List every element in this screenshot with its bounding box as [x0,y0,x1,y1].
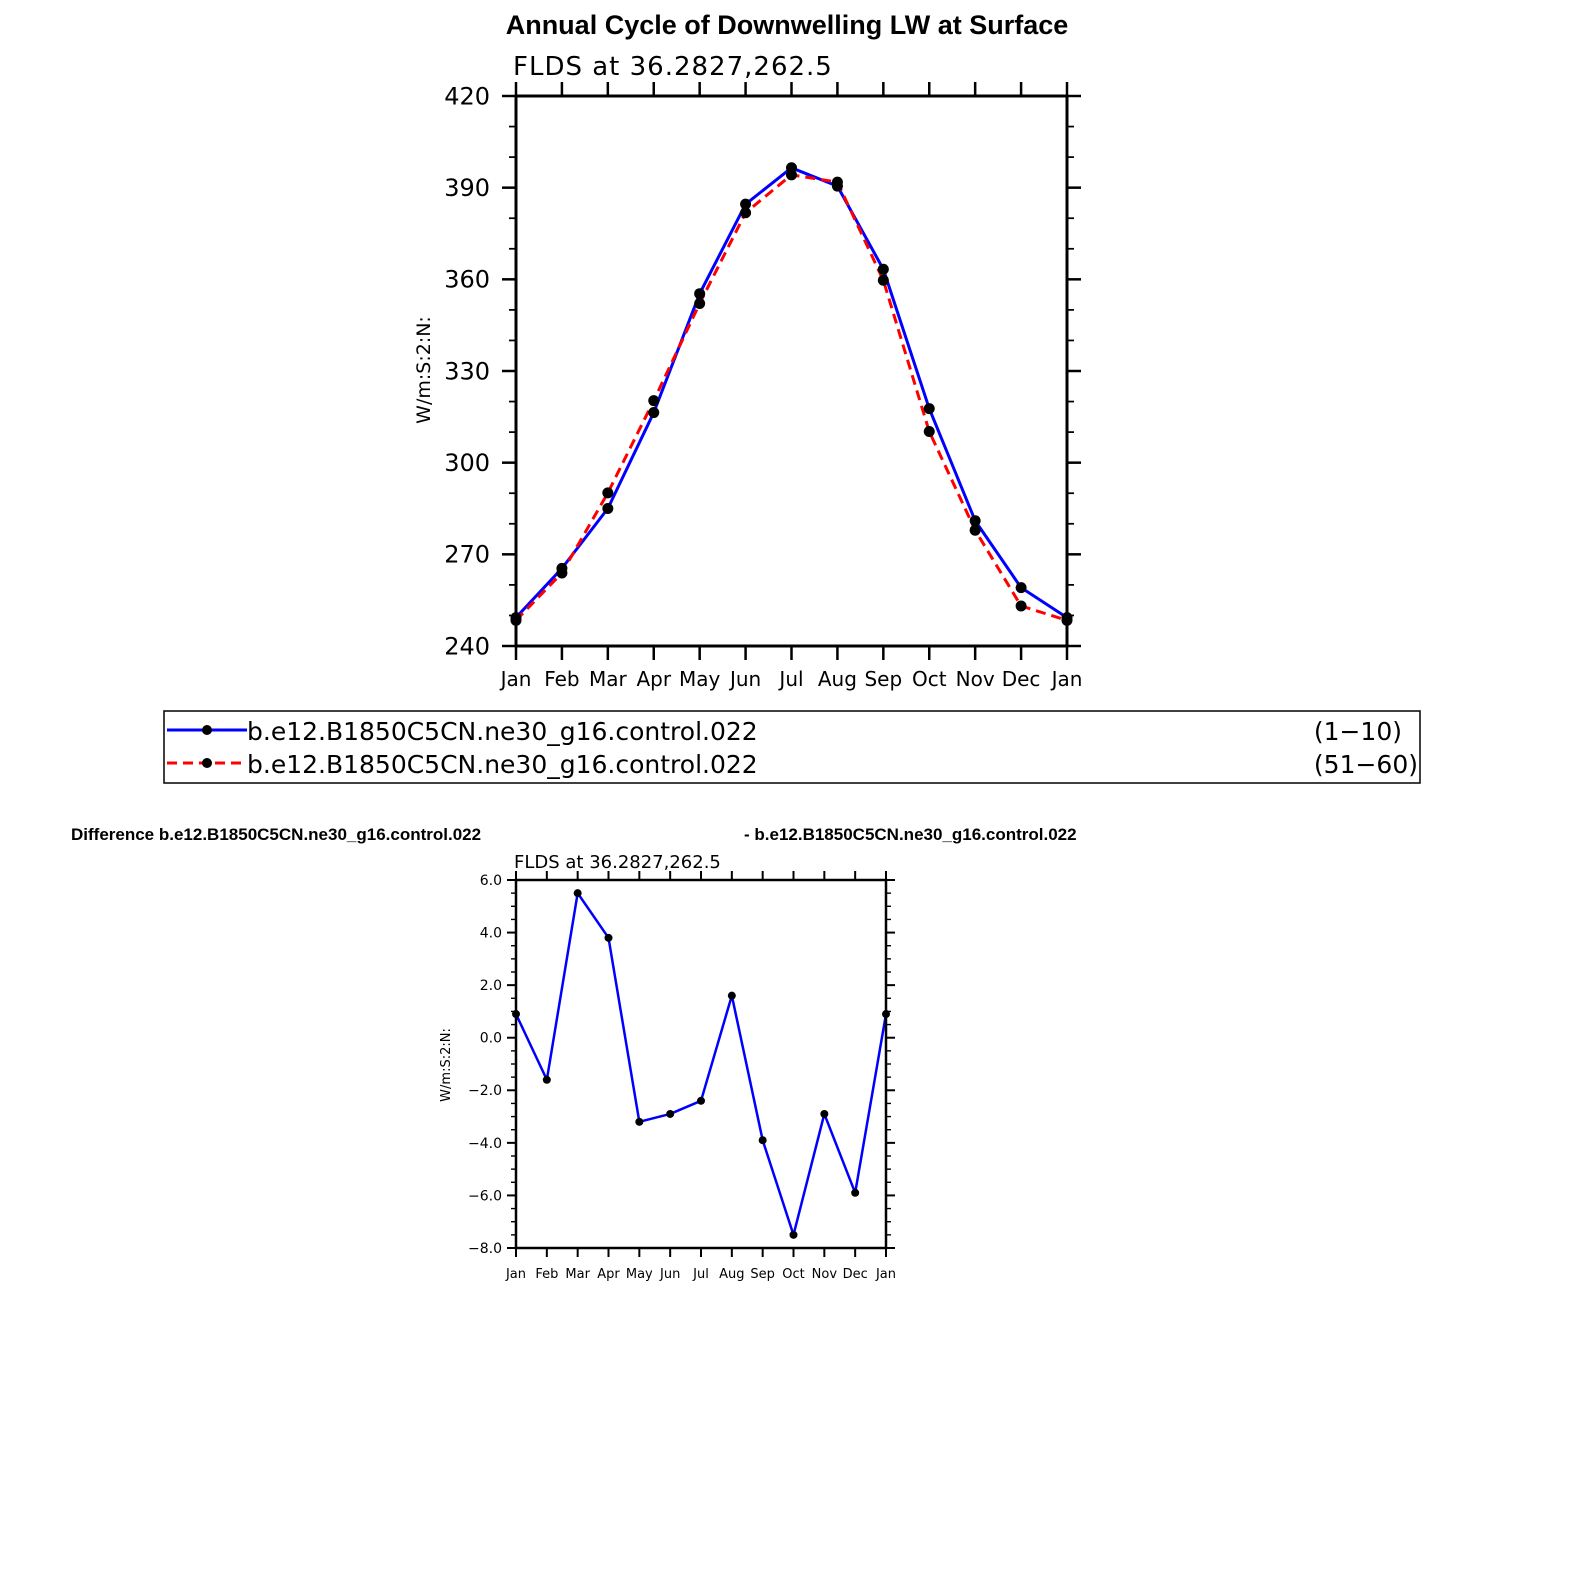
series-1-point [969,515,981,527]
series-1-point [851,1188,860,1197]
y-tick-label: 330 [444,357,490,385]
y-tick-label: 2.0 [480,978,502,994]
y-tick-label: −2.0 [468,1083,502,1099]
x-tick-label: Jul [692,1267,709,1282]
series-2-point [694,297,706,309]
y-tick-label: 270 [444,541,490,569]
x-tick-label: Dec [1002,667,1041,691]
series-2-point [648,395,660,407]
series-1-point [602,503,614,514]
series-2-point [923,426,935,437]
series-line-2 [514,173,1068,622]
legend-label-1: b.e12.B1850C5CN.ne30_g16.control.022 [247,717,758,746]
series-2-point [786,169,797,181]
x-tick-label: Dec [843,1267,868,1282]
x-tick-label: Nov [956,667,995,691]
legend-marker-1 [202,725,212,735]
x-tick-label: Sep [864,667,902,691]
bottom-plot-frame [514,878,888,1250]
series-2-point [556,567,568,579]
series-1-point [740,198,752,210]
y-tick-label: 360 [444,266,490,294]
bottom-subtitle: FLDS at 36.2827,262.5 [514,852,721,873]
x-tick-label: Jan [1050,667,1083,691]
series-1-point [789,1230,798,1239]
top-ticks: Jan Feb Mar Apr May Jun Jul Aug Sep Oct Nov Dec Jan 2… [444,82,1082,691]
legend-marker-2 [202,758,212,768]
legend-years-1: (1−10) [1314,717,1402,746]
x-tick-label: Oct [912,667,947,691]
y-tick-label: −4.0 [468,1136,502,1152]
series-2-point [602,487,614,499]
series-1-point [635,1117,644,1126]
x-tick-label: Jan [505,1267,526,1282]
bottom-y-axis-label: W/m:S:2:N: [439,1028,454,1102]
x-tick-label: Jan [499,667,532,691]
x-tick-label: Mar [565,1267,590,1282]
x-tick-label: Oct [782,1267,804,1282]
y-tick-label: 240 [444,632,490,660]
x-tick-label: May [679,667,721,691]
y-tick-label: 4.0 [480,925,502,941]
series-1-point [697,1096,705,1105]
series-1-point [1015,582,1027,594]
series-1-point [648,407,660,419]
y-tick-label: −8.0 [468,1241,502,1257]
x-tick-label: Jan [875,1267,896,1282]
x-tick-label: Apr [597,1267,620,1282]
top-series [510,162,1073,626]
legend: b.e12.B1850C5CN.ne30_g16.control.022 (1−… [163,710,1421,784]
x-tick-label: Nov [812,1267,838,1282]
x-tick-label: Jun [728,667,761,691]
x-tick-label: May [626,1267,653,1282]
y-tick-label: −6.0 [468,1188,502,1204]
x-tick-label: Jul [777,667,803,691]
series-1-point [694,288,706,300]
series-2-point [831,176,843,188]
x-tick-label: Sep [750,1267,775,1282]
series-2-point [740,207,752,219]
series-1-point [877,263,889,275]
series-2-point [1015,600,1027,612]
series-1-point [923,403,935,415]
y-tick-label: 420 [444,82,490,110]
legend-box [163,710,1421,784]
top-plot-frame [514,94,1069,648]
series-2-point [877,274,889,286]
series-1-point [573,889,582,898]
series-line-1 [514,891,888,1237]
bottom-ticks: Jan Feb Mar Apr May Jun Jul Aug Sep Oct Nov Dec Jan−… [468,871,896,1282]
x-tick-label: Apr [636,667,671,691]
x-tick-label: Aug [818,667,857,691]
series-1-point [727,991,736,1000]
y-tick-label: 0.0 [480,1031,502,1047]
series-1-point [666,1109,675,1118]
diff-title-left: Difference b.e12.B1850C5CN.ne30_g16.cont… [71,825,481,844]
x-tick-label: Aug [719,1267,744,1282]
legend-label-2: b.e12.B1850C5CN.ne30_g16.control.022 [247,750,758,779]
top-y-axis-label: W/m:S:2:N: [413,316,435,424]
series-1-point [542,1075,551,1084]
main-title: Annual Cycle of Downwelling LW at Surfac… [506,10,1069,40]
x-tick-label: Mar [589,667,628,691]
series-1-point [758,1136,767,1145]
top-chart: FLDS at 36.2827,262.5 W/m:S:2:N: Jan Feb M… [413,52,1082,691]
x-tick-label: Feb [544,667,579,691]
x-tick-label: Jun [659,1267,680,1282]
series-line-1 [514,166,1068,619]
series-2-point [969,524,981,536]
y-tick-label: 390 [444,174,490,202]
x-tick-label: Feb [535,1267,558,1282]
bottom-series [512,889,890,1239]
bottom-chart: FLDS at 36.2827,262.5 W/m:S:2:N: Jan Feb M… [439,852,896,1282]
series-1-point [604,933,613,942]
y-tick-label: 6.0 [480,873,502,889]
series-1-point [820,1109,829,1118]
diff-title-right: - b.e12.B1850C5CN.ne30_g16.control.022 [744,825,1077,844]
y-tick-label: 300 [444,449,490,477]
top-subtitle: FLDS at 36.2827,262.5 [513,52,833,82]
legend-years-2: (51−60) [1314,750,1418,779]
